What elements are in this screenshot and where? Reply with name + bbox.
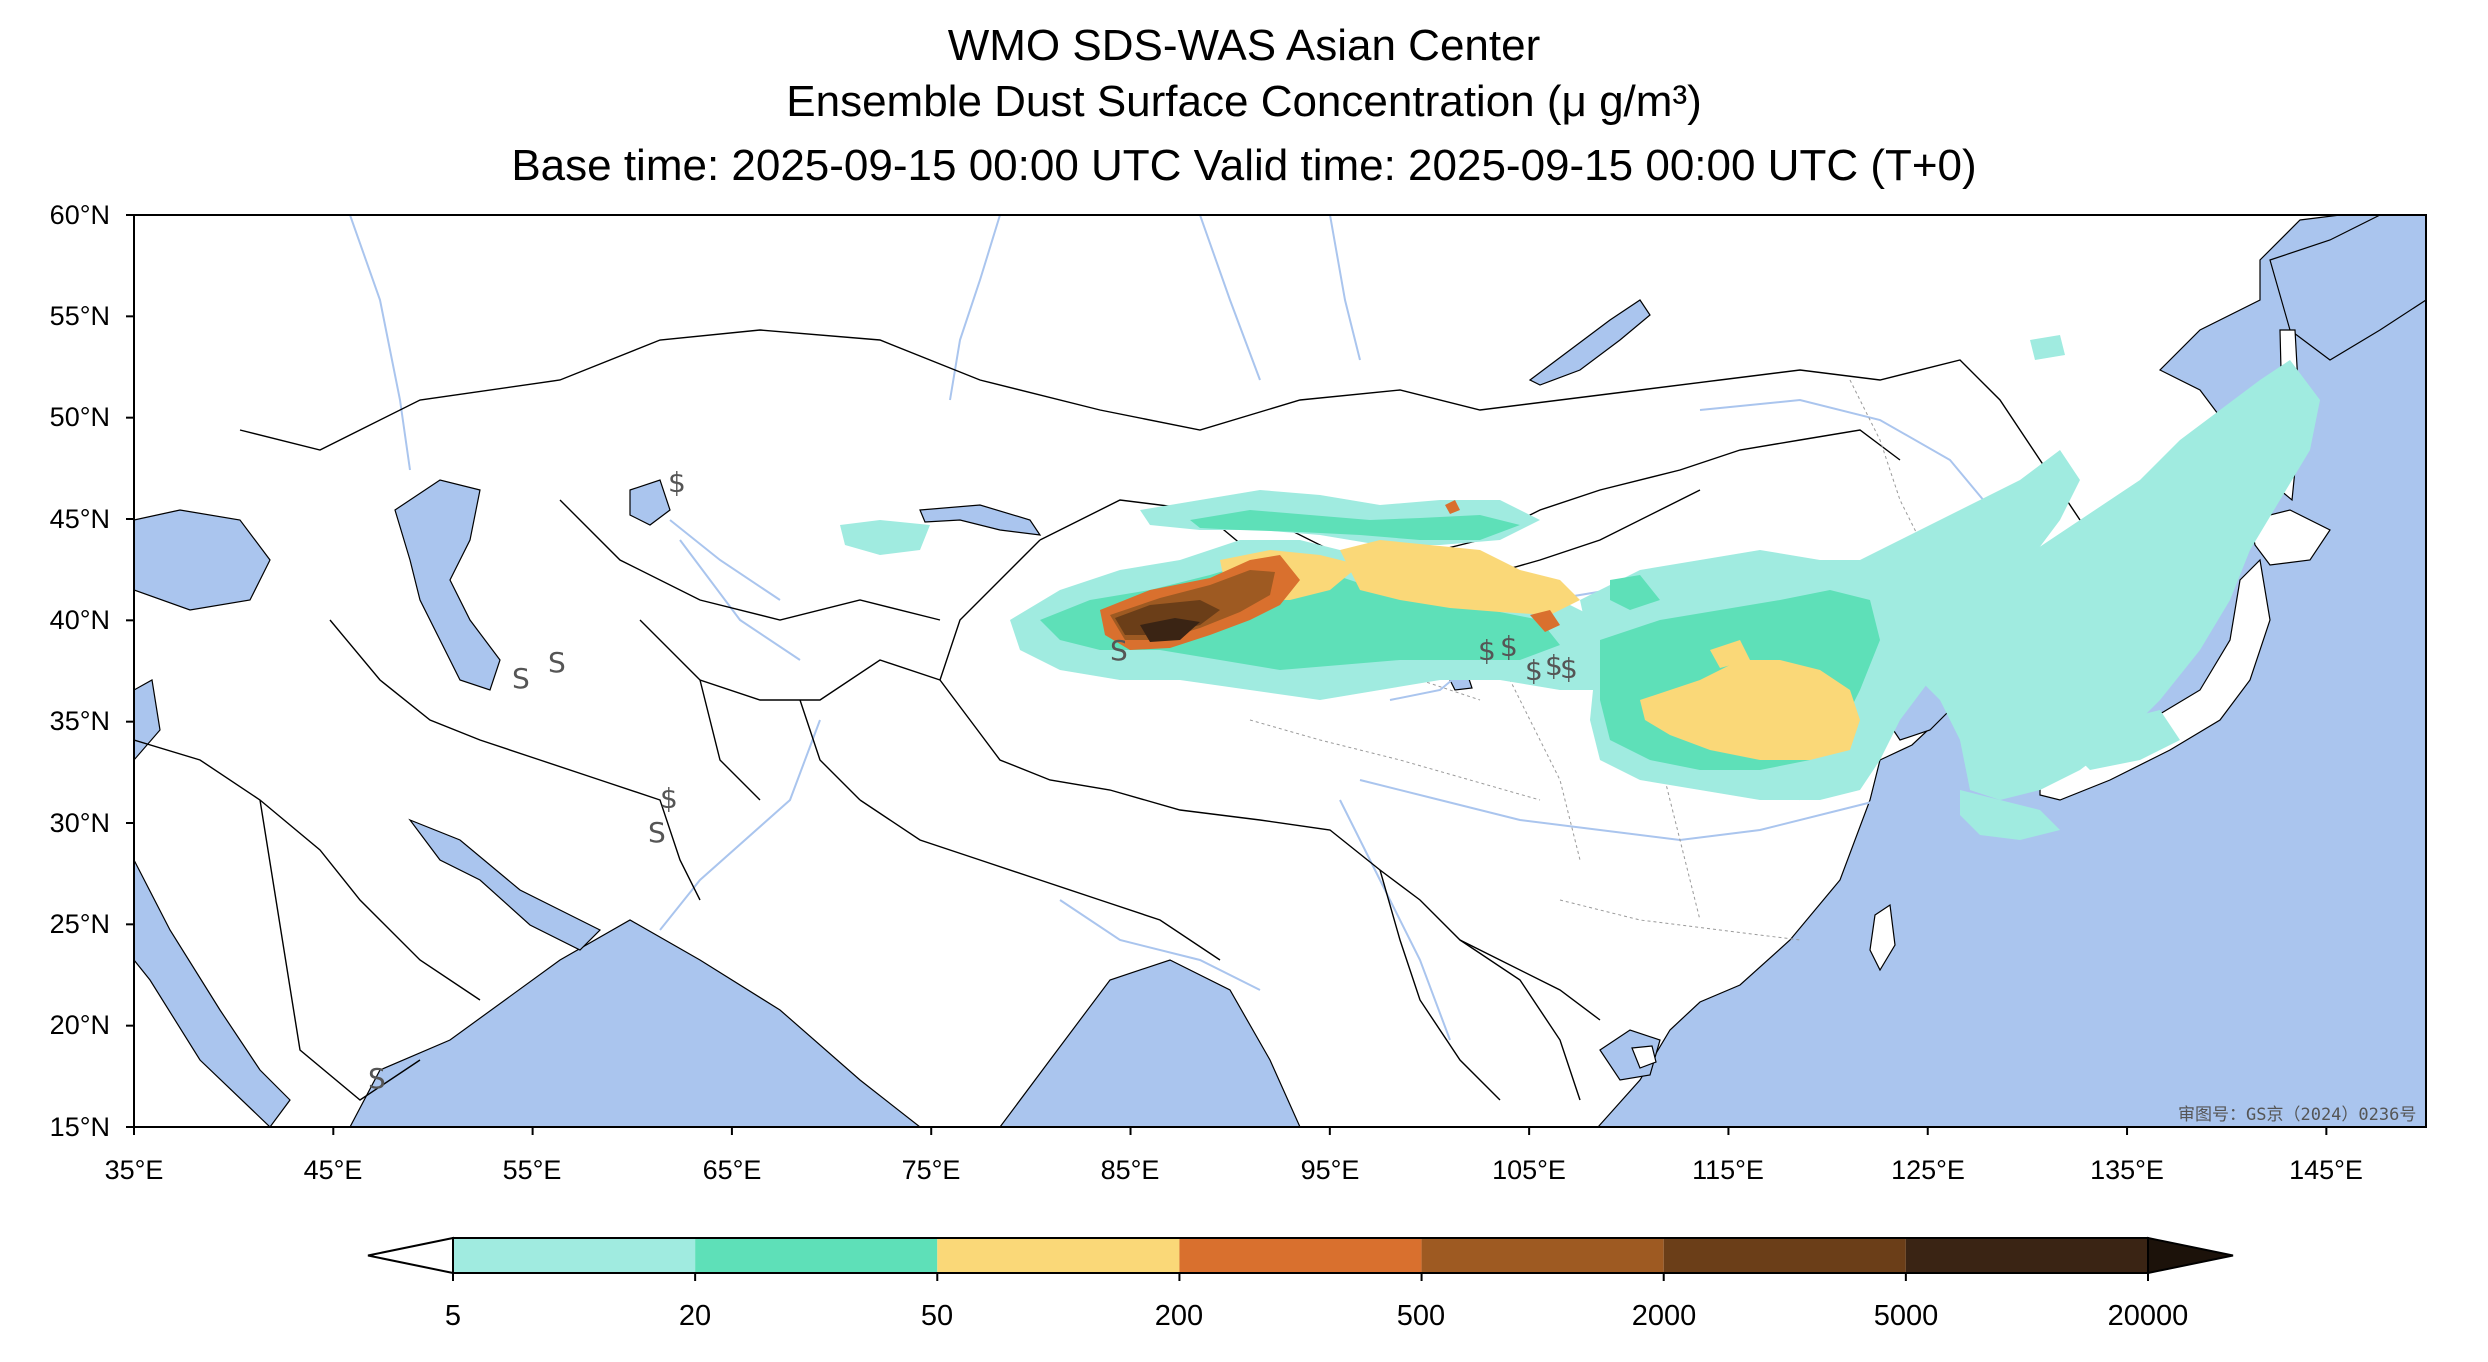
map-frame [133,214,2427,1128]
lon-tick-label: 105°E [1492,1155,1566,1185]
colorbar-tick-label: 5000 [1873,1300,1939,1332]
hainan-island [1631,1045,1657,1069]
caspian-sea [394,479,501,691]
sea-of-okhotsk [2269,215,2426,361]
lon-tick-label: 55°E [502,1155,562,1185]
mekong-river [1339,799,1451,1041]
volga-river [349,215,411,471]
russia-south-border [239,329,2081,521]
station-marker: $ [1560,652,1578,685]
colorbar-tick-label: 500 [1396,1300,1446,1332]
dust-level-5000-20000 [1140,618,1200,642]
station-marker: $ [668,466,686,499]
lon-tick-label: 65°E [702,1155,762,1185]
colorbar-tick-label: 5 [444,1300,462,1332]
lat-tick-label: 60°N [49,200,110,230]
lat-tick-label: 35°N [49,706,110,736]
syr-darya [669,519,781,601]
japan-hokkaido [2249,509,2331,566]
kazakhstan-border [559,499,941,621]
station-marker: $ [1525,654,1543,687]
bay-of-bengal [999,959,1301,1127]
lake-baikal [1528,299,1651,386]
lat-tick-label: 40°N [49,605,110,635]
map-panel: $ S S $ S S S $ $ $ $ $ [134,215,2426,1127]
persian-gulf [408,818,602,951]
colorbar-frame [452,1237,2149,1274]
lat-tick-label: 30°N [49,808,110,838]
lat-tick-label: 45°N [49,504,110,534]
southeast-asia-borders [1379,869,1581,1101]
colorbar-segment [1663,1238,1906,1273]
colorbar-segment [937,1238,1180,1273]
colorbar [367,1236,2234,1281]
lat-tick-label: 55°N [49,301,110,331]
station-marker: $ [1500,630,1518,663]
iran-border [329,619,701,901]
arabian-sea [349,919,921,1127]
borders-layer [134,329,2081,1101]
yangtze-river [1359,779,1881,842]
colorbar-under-arrow [367,1236,454,1275]
lon-tick-label: 85°E [1100,1155,1160,1185]
ob-river [1199,215,1261,381]
station-marker: S [1110,634,1128,667]
colorbar-tick-label: 2000 [1631,1300,1697,1332]
lat-tick-label: 15°N [49,1112,110,1142]
lon-tick-label: 95°E [1300,1155,1360,1185]
ganges-river [1059,899,1261,991]
arabia-borders [134,739,481,1101]
colorbar-over-arrow [2147,1236,2234,1275]
lake-balkhash [919,504,1042,536]
colorbar-segment [695,1238,938,1273]
lat-tick-label: 25°N [49,909,110,939]
yenisei-river [1329,215,1361,361]
black-sea [134,509,271,611]
station-marker: $ [1545,649,1563,682]
taiwan-island [1869,903,1896,972]
map-approval-number: 审图号：GS京（2024）0236号 [2178,1105,2417,1125]
lon-tick-label: 45°E [303,1155,363,1185]
lon-tick-label: 135°E [2090,1155,2164,1185]
station-marker: $ [660,782,678,815]
mediterranean [134,679,161,761]
title-line-1: WMO SDS-WAS Asian Center [947,21,1541,70]
colorbar-tick-label: 50 [920,1300,954,1332]
station-markers: $ S S $ S S S $ $ $ $ $ [368,466,1578,1095]
station-marker: S [548,646,566,679]
colorbar-segment [1421,1238,1664,1273]
station-marker: $ [1478,634,1496,667]
colorbar-segment [453,1238,696,1273]
colorbar-segment [1905,1238,2148,1273]
india-borders [859,799,1221,961]
station-marker: S [648,816,666,849]
lon-tick-label: 35°E [104,1155,164,1185]
central-asia-borders [639,619,941,801]
colorbar-tick-label: 200 [1154,1300,1204,1332]
lat-tick-label: 20°N [49,1010,110,1040]
red-sea [134,859,291,1127]
lat-tick-label: 50°N [49,402,110,432]
axis-ticks [126,214,2328,1135]
lon-tick-label: 115°E [1692,1155,1764,1185]
dust-contour-layer [840,335,2320,840]
lon-tick-label: 145°E [2289,1155,2363,1185]
station-marker: S [512,662,530,695]
colorbar-segment [1179,1238,1422,1273]
aral-sea [629,479,671,526]
lon-tick-label: 125°E [1891,1155,1965,1185]
indus-river [659,719,821,931]
title-line-3: Base time: 2025-09-15 00:00 UTC Valid ti… [511,141,1977,190]
lon-tick-label: 75°E [901,1155,961,1185]
title-line-2: Ensemble Dust Surface Concentration (μ g… [786,77,1702,126]
station-marker: S [368,1062,386,1095]
colorbar-tick-label: 20 [678,1300,712,1332]
china-west-border [939,539,1601,1021]
colorbar-tick-label: 20000 [2107,1300,2189,1332]
amu-darya [679,539,801,661]
